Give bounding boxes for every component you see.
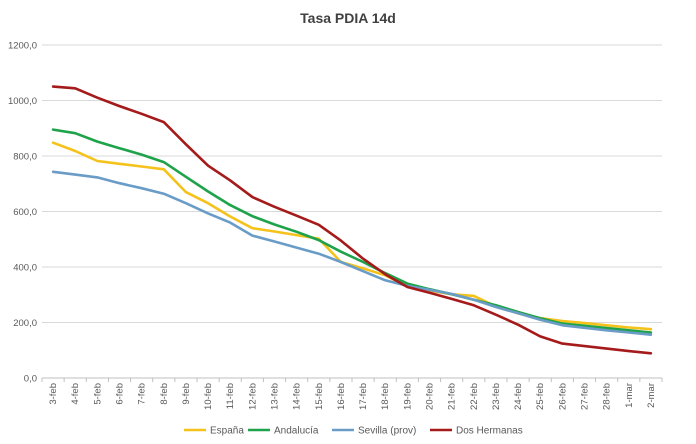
x-tick-label: 21-feb — [447, 383, 458, 410]
y-tick-label: 1200,0 — [8, 41, 37, 52]
x-tick-label: 13-feb — [270, 383, 281, 410]
legend-label: Dos Hermanas — [456, 426, 523, 437]
x-tick-label: 14-feb — [292, 383, 303, 410]
x-tick-label: 17-feb — [358, 383, 369, 410]
x-tick-label: 10-feb — [203, 383, 214, 410]
x-tick-label: 11-feb — [225, 383, 236, 409]
y-tick-label: 0,0 — [24, 374, 37, 385]
y-tick-label: 600,0 — [13, 207, 37, 218]
y-tick-label: 200,0 — [13, 318, 37, 329]
x-tick-label: 22-feb — [469, 383, 480, 410]
x-tick-label: 20-feb — [425, 383, 436, 410]
x-tick-label: 27-feb — [580, 383, 591, 410]
legend: España Andalucía Sevilla (prov) Dos Hermana… — [184, 426, 523, 437]
y-tick-label: 400,0 — [13, 263, 37, 274]
x-tick-label: 25-feb — [535, 383, 546, 410]
x-tick-label: 3-feb — [48, 383, 59, 405]
x-tick-label: 12-feb — [247, 383, 258, 410]
legend-label: Andalucía — [274, 426, 319, 437]
x-tick-label: 7-feb — [137, 383, 148, 405]
x-tick-label: 15-feb — [314, 383, 325, 410]
chart-title: Tasa PDIA 14d — [300, 10, 396, 26]
legend-label: Sevilla (prov) — [358, 426, 416, 437]
series-line — [51, 170, 653, 337]
y-tick-label: 1000,0 — [8, 96, 37, 107]
x-tick-label: 6-feb — [115, 383, 126, 405]
legend-label: España — [210, 426, 244, 437]
x-tick-label: 1-mar — [624, 383, 635, 408]
x-tick-label: 4-feb — [70, 383, 81, 405]
x-tick-label: 9-feb — [181, 383, 192, 405]
series-line — [51, 85, 653, 355]
series-line — [51, 128, 653, 334]
gridlines — [42, 44, 662, 323]
x-tick-label: 26-feb — [557, 383, 568, 410]
axes: 0,0 200,0 400,0 600,0 800,0 1000,0 1200,0 3-feb… — [8, 41, 663, 410]
x-tick-label: 8-feb — [159, 383, 170, 405]
x-tick-label: 23-feb — [491, 383, 502, 410]
x-tick-label: 19-feb — [402, 383, 413, 410]
x-tick-label: 18-feb — [380, 383, 391, 410]
x-tick-label: 5-feb — [92, 383, 103, 405]
x-tick-label: 24-feb — [513, 383, 524, 410]
series-line — [51, 141, 653, 331]
x-tick-label: 16-feb — [336, 383, 347, 410]
y-tick-label: 800,0 — [13, 152, 37, 163]
x-tick-label: 28-feb — [602, 383, 613, 410]
x-tick-label: 2-mar — [646, 383, 657, 408]
series-lines — [51, 85, 653, 355]
